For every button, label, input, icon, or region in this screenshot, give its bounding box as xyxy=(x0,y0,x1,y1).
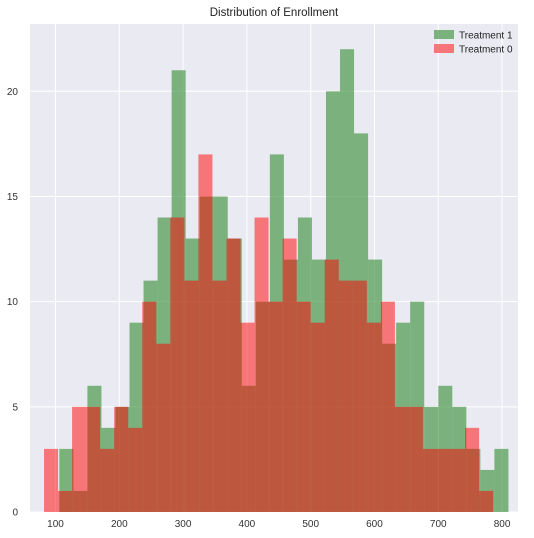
x-tick-labels: 100 200 300 400 500 600 700 800 xyxy=(47,519,511,530)
histogram-bar xyxy=(338,280,353,512)
histogram-bar xyxy=(170,217,185,512)
histogram-bar xyxy=(142,301,157,512)
y-tick-label: 5 xyxy=(12,402,18,413)
histogram-bar xyxy=(380,301,395,512)
x-tick-label: 200 xyxy=(111,519,128,530)
histogram-bar xyxy=(100,448,115,512)
legend: Treatment 1 Treatment 0 xyxy=(434,30,513,56)
histogram-bar xyxy=(282,238,297,512)
histogram-bar xyxy=(352,280,367,512)
histogram-bar xyxy=(212,280,227,512)
histogram-bar xyxy=(436,448,452,512)
histogram-bar xyxy=(366,322,381,512)
y-tick-label: 0 xyxy=(12,508,18,519)
legend-label: Treatment 1 xyxy=(459,31,513,42)
legend-swatch xyxy=(434,44,454,53)
histogram-bar xyxy=(451,448,466,512)
chart-title: Distribution of Enrollment xyxy=(210,7,339,19)
histogram-bar xyxy=(465,427,480,512)
histogram-bar xyxy=(128,427,143,512)
legend-label: Treatment 0 xyxy=(459,45,513,56)
histogram-bar xyxy=(114,406,129,512)
histogram-bar xyxy=(226,238,241,512)
x-tick-label: 600 xyxy=(366,519,383,530)
x-tick-label: 800 xyxy=(494,519,511,530)
histogram-bar xyxy=(479,490,494,512)
x-tick-label: 700 xyxy=(430,519,447,530)
y-tick-label: 15 xyxy=(7,192,19,203)
histogram-bar xyxy=(310,322,325,512)
histogram-bar xyxy=(184,280,199,512)
x-tick-label: 400 xyxy=(239,519,256,530)
histogram-bar xyxy=(408,406,423,512)
x-tick-label: 100 xyxy=(47,519,64,530)
bars xyxy=(44,49,509,512)
histogram-bar xyxy=(296,301,311,512)
x-tick-label: 500 xyxy=(302,519,319,530)
histogram-bar xyxy=(240,322,255,512)
histogram-bar xyxy=(254,217,269,512)
histogram-bar xyxy=(86,406,101,512)
histogram-bar xyxy=(494,448,509,512)
legend-swatch xyxy=(434,30,454,39)
histogram-bar xyxy=(156,343,171,512)
series-1-bars xyxy=(44,154,494,512)
histogram-bar xyxy=(324,259,339,512)
y-tick-label: 10 xyxy=(7,297,19,308)
histogram-bar xyxy=(198,154,213,512)
x-tick-label: 300 xyxy=(175,519,192,530)
histogram-bar xyxy=(394,406,409,512)
histogram-bar xyxy=(268,301,283,512)
histogram-bar xyxy=(72,406,87,512)
histogram-bar xyxy=(44,448,59,512)
y-tick-labels: 0 5 10 15 20 xyxy=(7,87,19,519)
histogram-bar xyxy=(58,490,73,512)
histogram-bar xyxy=(422,448,437,512)
y-tick-label: 20 xyxy=(7,87,19,98)
